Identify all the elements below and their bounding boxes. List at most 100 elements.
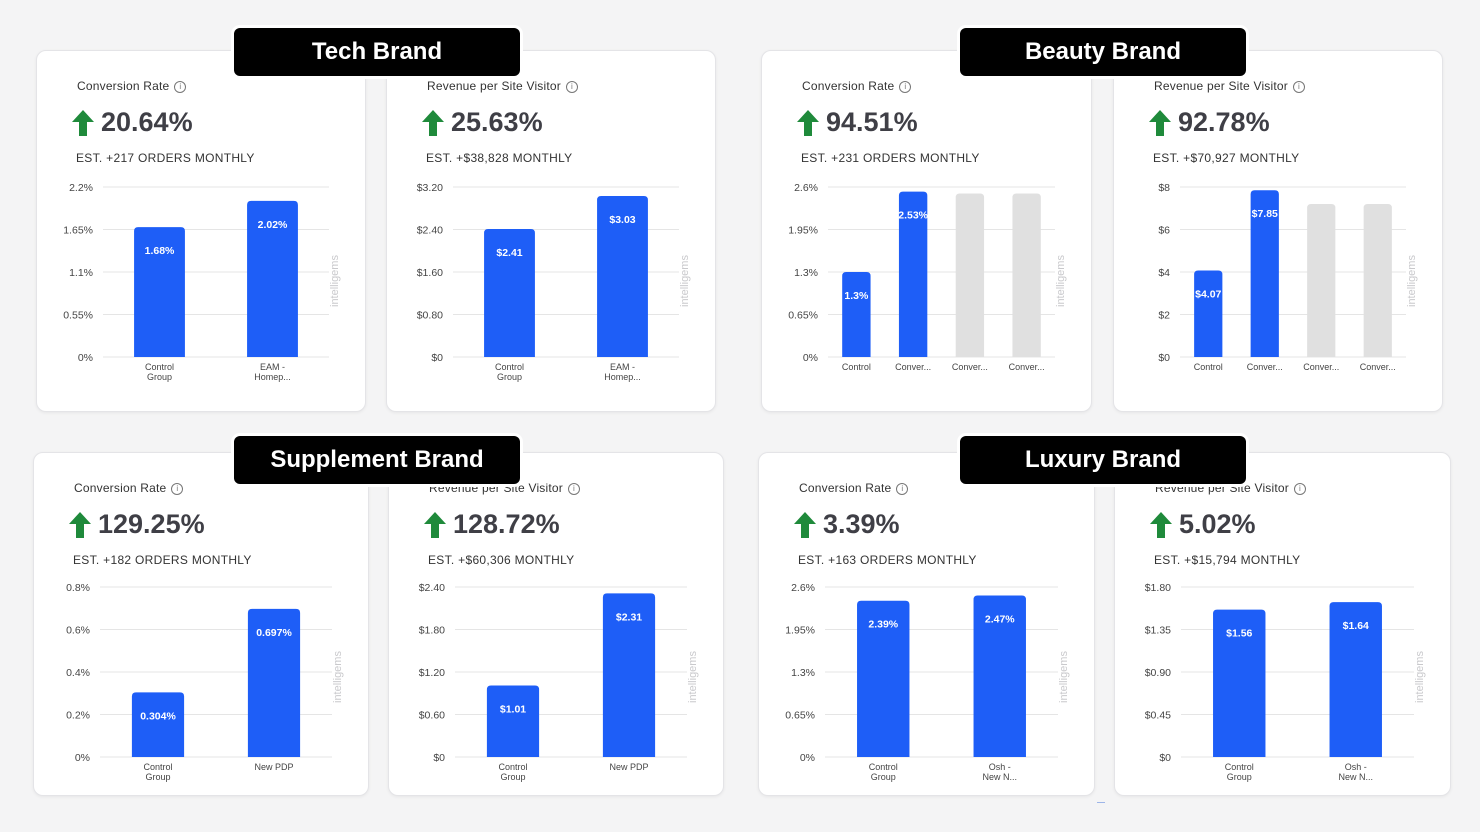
y-tick-label: 2.2% (69, 182, 93, 194)
y-tick-label: 2.6% (791, 582, 815, 594)
info-icon[interactable]: i (567, 483, 580, 495)
metric-title-text: Revenue per Site Visitor (1154, 79, 1288, 93)
x-tick-label: EAM -Homep... (604, 362, 641, 382)
brand-label: Tech Brand (234, 28, 520, 76)
bar[interactable] (1213, 609, 1266, 757)
metric-title: Conversion Rate i (77, 79, 187, 93)
bar[interactable] (131, 692, 185, 757)
y-tick-label: $0 (1159, 752, 1171, 764)
y-tick-label: 0.65% (788, 310, 818, 322)
y-tick-label: 0.55% (63, 310, 93, 322)
lift-value-text: 20.64% (101, 107, 193, 137)
x-tick-label-line: New PDP (609, 762, 648, 772)
info-icon[interactable]: i (1292, 81, 1305, 93)
data-label: 1.68% (145, 245, 175, 257)
x-tick-label: Control (842, 362, 871, 372)
y-tick-label: $2.40 (417, 225, 443, 237)
bar[interactable] (1250, 190, 1279, 357)
x-tick-label-line: Conver... (1009, 362, 1045, 372)
lift-value-text: 128.72% (453, 509, 560, 539)
y-tick-label: 0% (78, 352, 93, 364)
y-tick-label: 1.95% (788, 225, 818, 237)
info-icon[interactable]: i (565, 81, 578, 93)
y-tick-label: $6 (1158, 225, 1170, 237)
x-tick-label-line: Conver... (1360, 362, 1396, 372)
y-tick-label: 2.6% (794, 182, 818, 194)
metric-card: Conversion Rate i 129.25% EST. +182 ORDER… (33, 452, 369, 796)
bar[interactable] (602, 593, 656, 757)
info-icon[interactable]: i (171, 483, 184, 495)
monthly-estimate: EST. +182 ORDERS MONTHLY (73, 553, 252, 567)
brand-label: Luxury Brand (960, 436, 1246, 484)
y-tick-label: $3.20 (417, 182, 443, 194)
bar[interactable] (1329, 602, 1382, 757)
metric-title: Revenue per Site Visitor i (427, 79, 578, 93)
bar[interactable] (597, 196, 648, 357)
y-tick-label: 1.1% (69, 267, 93, 279)
y-tick-label: 1.3% (794, 267, 818, 279)
bar[interactable] (898, 191, 928, 357)
x-tick-label-line: Group (871, 772, 896, 782)
bar-chart: $0 $2 $4 $6 $8 $4.07 Control $7.85 Conver... Conv… (1158, 182, 1406, 372)
bar[interactable] (134, 227, 185, 357)
bar[interactable] (486, 685, 540, 757)
bar[interactable] (1363, 204, 1392, 357)
x-tick-label-line: Group (1227, 772, 1252, 782)
bar[interactable] (955, 193, 985, 357)
arrow-up-icon (1149, 109, 1171, 136)
watermark-text: intelligems (332, 651, 344, 703)
x-tick-label-line: Control (145, 362, 174, 372)
data-label: 2.53% (898, 210, 928, 222)
y-tick-label: 0% (803, 352, 818, 364)
x-tick-label: EAM -Homep... (254, 362, 291, 382)
x-tick-label: Conver... (1247, 362, 1283, 372)
metric-card: Conversion Rate i 20.64% EST. +217 ORDERS… (36, 50, 366, 412)
bar[interactable] (857, 600, 910, 757)
info-icon[interactable]: i (899, 81, 912, 93)
arrow-up-icon (72, 109, 94, 136)
y-tick-label: $0.60 (419, 710, 445, 722)
watermark-text: intelligems (1058, 651, 1070, 703)
x-tick-label-line: New N... (982, 772, 1017, 782)
x-tick-label: New PDP (254, 762, 293, 772)
lift-value: 129.25% (68, 509, 205, 540)
bar[interactable] (484, 228, 535, 357)
data-label: $7.85 (1252, 208, 1278, 220)
data-label: $1.56 (1226, 628, 1252, 640)
y-tick-label: $2 (1158, 310, 1170, 322)
y-tick-label: 0.4% (66, 667, 90, 679)
x-tick-label-line: Control (495, 362, 524, 372)
bar[interactable] (247, 608, 301, 757)
metric-card: Revenue per Site Visitor i 92.78% EST. +$… (1113, 50, 1443, 412)
data-label: 2.47% (985, 614, 1015, 626)
monthly-estimate: EST. +$70,927 MONTHLY (1153, 151, 1300, 165)
arrow-up-icon (424, 511, 446, 538)
bar[interactable] (1307, 204, 1336, 357)
info-icon[interactable]: i (1293, 483, 1306, 495)
bar[interactable] (1194, 270, 1223, 357)
data-label: 0.697% (256, 627, 292, 639)
y-tick-label: $2.40 (419, 582, 445, 594)
y-tick-label: 0.2% (66, 710, 90, 722)
lift-value: 25.63% (421, 107, 543, 138)
bar[interactable] (1012, 193, 1041, 357)
x-tick-label-line: Conver... (1247, 362, 1283, 372)
info-icon[interactable]: i (174, 81, 187, 93)
lift-value: 94.51% (796, 107, 918, 138)
x-tick-label-line: Group (145, 772, 170, 782)
bar[interactable] (973, 595, 1026, 758)
lift-value-text: 129.25% (98, 509, 205, 539)
info-icon[interactable]: i (896, 483, 909, 495)
metric-title-text: Revenue per Site Visitor (427, 79, 561, 93)
x-tick-label-line: Homep... (254, 372, 291, 382)
x-tick-label: Osh -New N... (1338, 762, 1373, 782)
y-tick-label: $1.35 (1145, 625, 1171, 637)
bar[interactable] (842, 272, 871, 357)
bar[interactable] (247, 200, 298, 357)
brand-label: Beauty Brand (960, 28, 1246, 76)
